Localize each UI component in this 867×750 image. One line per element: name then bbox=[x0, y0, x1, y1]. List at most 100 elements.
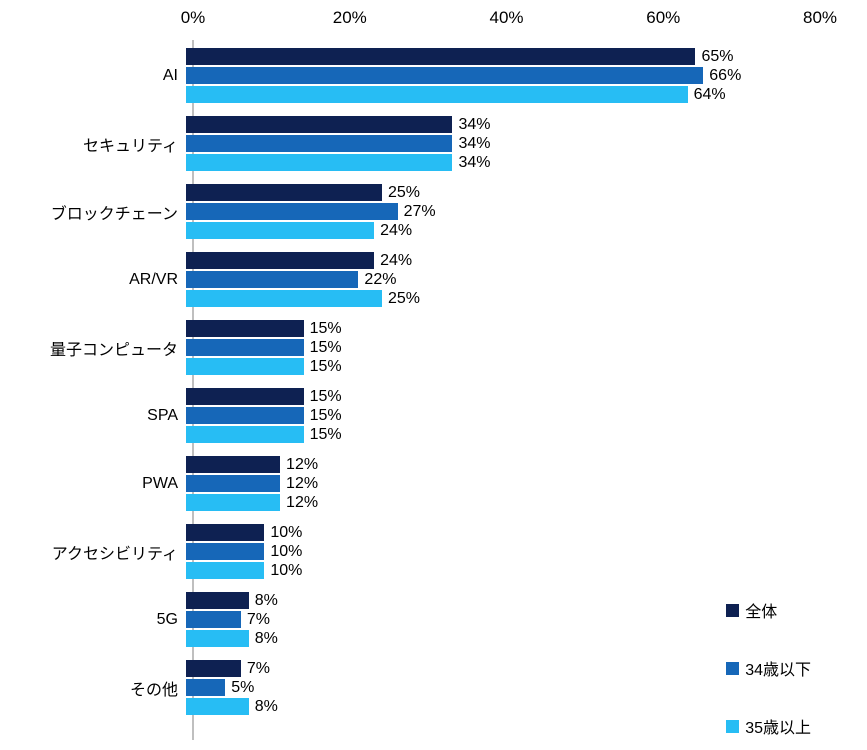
bar-group: アクセシビリティ 10% 10% 10% bbox=[0, 524, 867, 579]
bar-row: 5% bbox=[186, 679, 867, 696]
legend: 全体 34歳以下 35歳以上 bbox=[726, 598, 811, 738]
bar bbox=[186, 660, 241, 677]
bar-stack: 12% 12% 12% bbox=[186, 456, 867, 511]
bar bbox=[186, 320, 304, 337]
bar bbox=[186, 252, 375, 269]
bar-value-label: 24% bbox=[380, 221, 413, 239]
bar bbox=[186, 524, 265, 541]
bar-stack: 8% 7% 8% bbox=[186, 592, 867, 647]
bar bbox=[186, 203, 398, 220]
bar bbox=[186, 475, 281, 492]
bar-value-label: 24% bbox=[380, 251, 413, 269]
bar bbox=[186, 494, 281, 511]
bar-row: 34% bbox=[186, 154, 867, 171]
axis-tick-label: 0% bbox=[180, 8, 206, 27]
legend-item: 35歳以上 bbox=[726, 714, 811, 738]
legend-swatch bbox=[726, 603, 740, 617]
bar bbox=[186, 339, 304, 356]
bar-row: 25% bbox=[186, 290, 867, 307]
bar-row: 8% bbox=[186, 592, 867, 609]
bar bbox=[186, 698, 249, 715]
axis-tick-label: 60% bbox=[646, 8, 681, 27]
bar-row: 24% bbox=[186, 252, 867, 269]
bar-group: その他 7% 5% 8% bbox=[0, 660, 867, 715]
bar-stack: 65% 66% 64% bbox=[186, 48, 867, 103]
legend-item: 34歳以下 bbox=[726, 656, 811, 680]
category-label: その他 bbox=[129, 681, 178, 699]
bar-row: 34% bbox=[186, 135, 867, 152]
category-label: AR/VR bbox=[129, 270, 178, 288]
bar-row: 64% bbox=[186, 86, 867, 103]
bar bbox=[186, 271, 359, 288]
bar-row: 12% bbox=[186, 494, 867, 511]
bar bbox=[186, 592, 249, 609]
bar bbox=[186, 154, 453, 171]
bar-value-label: 5% bbox=[231, 678, 255, 696]
bar-value-label: 27% bbox=[403, 202, 436, 220]
category-label: PWA bbox=[142, 474, 178, 492]
bar-value-label: 22% bbox=[364, 270, 397, 288]
bar bbox=[186, 184, 382, 201]
bar-value-label: 7% bbox=[246, 610, 270, 628]
bar bbox=[186, 679, 226, 696]
bar-row: 7% bbox=[186, 611, 867, 628]
bar-stack: 7% 5% 8% bbox=[186, 660, 867, 715]
bar bbox=[186, 67, 704, 84]
bar-row: 7% bbox=[186, 660, 867, 677]
bar-value-label: 7% bbox=[246, 659, 270, 677]
legend-label: 35歳以上 bbox=[745, 720, 811, 737]
bar-group: PWA 12% 12% 12% bbox=[0, 456, 867, 511]
bar bbox=[186, 543, 265, 560]
bar bbox=[186, 388, 304, 405]
bar-row: 15% bbox=[186, 339, 867, 356]
bar-value-label: 25% bbox=[387, 183, 420, 201]
bar-stack: 10% 10% 10% bbox=[186, 524, 867, 579]
bar bbox=[186, 222, 375, 239]
bar-row: 15% bbox=[186, 388, 867, 405]
category-label: アクセシビリティ bbox=[51, 545, 178, 563]
bar bbox=[186, 48, 696, 65]
bar-row: 66% bbox=[186, 67, 867, 84]
bar-value-label: 8% bbox=[254, 629, 278, 647]
bar bbox=[186, 358, 304, 375]
category-label: AI bbox=[162, 66, 178, 84]
category-label: SPA bbox=[147, 406, 178, 424]
bar-value-label: 34% bbox=[458, 134, 491, 152]
bar-value-label: 15% bbox=[309, 319, 342, 337]
bar-value-label: 8% bbox=[254, 591, 278, 609]
category-label: 量子コンピュータ bbox=[49, 341, 178, 359]
bar bbox=[186, 407, 304, 424]
bar-row: 24% bbox=[186, 222, 867, 239]
bar-row: 15% bbox=[186, 407, 867, 424]
legend-label: 34歳以下 bbox=[745, 662, 811, 679]
bar bbox=[186, 611, 241, 628]
bar-value-label: 12% bbox=[286, 455, 319, 473]
bar-row: 10% bbox=[186, 562, 867, 579]
bar-group: ブロックチェーン 25% 27% 24% bbox=[0, 184, 867, 239]
bar-row: 34% bbox=[186, 116, 867, 133]
bar-value-label: 65% bbox=[701, 47, 734, 65]
bar-group: AI 65% 66% 64% bbox=[0, 48, 867, 103]
bar-group: 量子コンピュータ 15% 15% 15% bbox=[0, 320, 867, 375]
x-axis-ticks: 0% 20% 40% 60% 80% bbox=[181, 8, 837, 30]
bar-value-label: 10% bbox=[270, 561, 303, 579]
bar bbox=[186, 116, 453, 133]
bar-value-label: 15% bbox=[309, 357, 342, 375]
bar-value-label: 34% bbox=[458, 153, 491, 171]
bar-group: AR/VR 24% 22% 25% bbox=[0, 252, 867, 307]
bar-value-label: 15% bbox=[309, 387, 342, 405]
bar-row: 12% bbox=[186, 456, 867, 473]
bar-stack: 34% 34% 34% bbox=[186, 116, 867, 171]
legend-swatch bbox=[726, 661, 740, 675]
bar-row: 15% bbox=[186, 320, 867, 337]
bar-row: 12% bbox=[186, 475, 867, 492]
bar bbox=[186, 135, 453, 152]
bar-row: 22% bbox=[186, 271, 867, 288]
bar bbox=[186, 86, 688, 103]
bar-value-label: 25% bbox=[387, 289, 420, 307]
bar-row: 27% bbox=[186, 203, 867, 220]
bar-stack: 15% 15% 15% bbox=[186, 320, 867, 375]
legend-label: 全体 bbox=[745, 604, 778, 621]
bar bbox=[186, 456, 281, 473]
